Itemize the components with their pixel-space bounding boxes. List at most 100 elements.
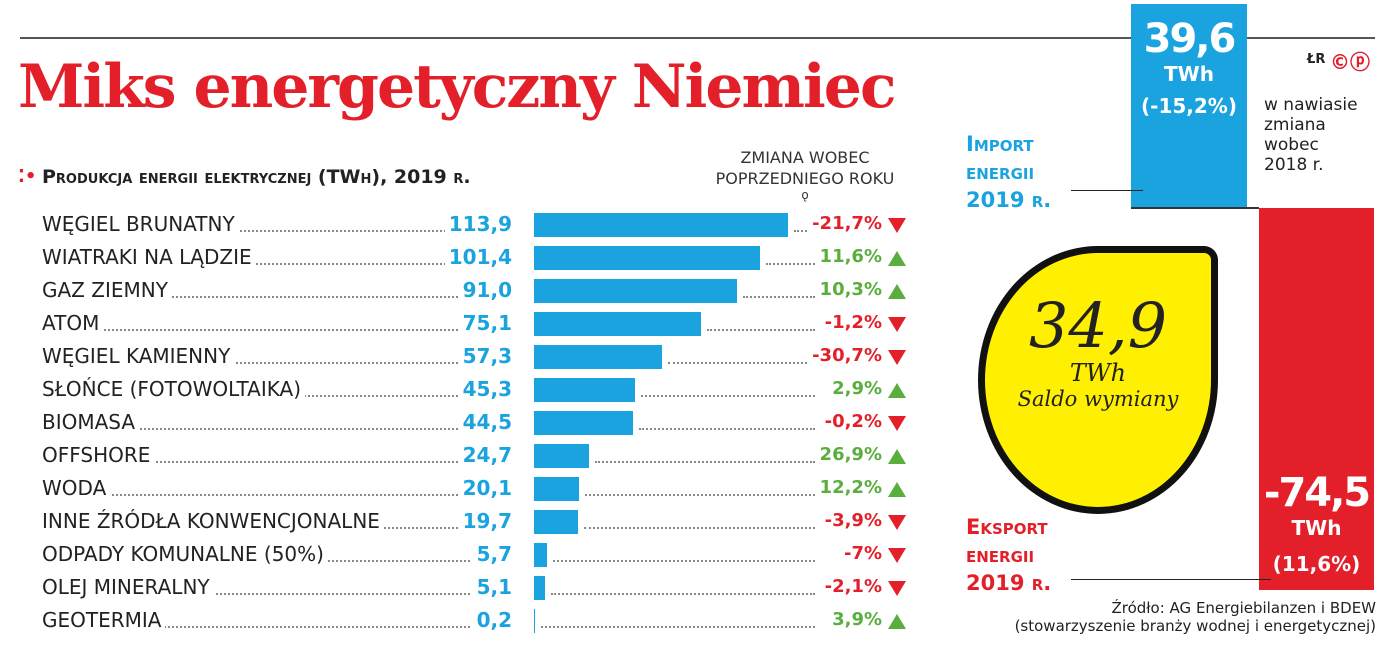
leader-dots-2 <box>742 296 815 298</box>
triangle-down-icon <box>888 515 906 530</box>
bar <box>534 543 547 567</box>
category-label: INNE ŹRÓDŁA KONWENCJONALNE <box>42 509 384 533</box>
triangle-down-icon <box>888 317 906 332</box>
note-line1: w nawiasie <box>1264 95 1358 115</box>
triangle-up-icon <box>888 284 906 299</box>
bar-row: WĘGIEL BRUNATNY 113,9 -21,7% <box>0 209 940 242</box>
bar-row: ODPADY KOMUNALNE (50%) 5,7 -7% <box>0 539 940 572</box>
value-label: 57,3 <box>458 344 512 368</box>
category-label: WIATRAKI NA LĄDZIE <box>42 245 256 269</box>
change-label: 2,9% <box>829 378 882 399</box>
leader-dots-2 <box>667 362 815 364</box>
bar <box>534 477 579 501</box>
category-label: WĘGIEL BRUNATNY <box>42 212 239 236</box>
change-header-line1: ZMIANA WOBEC <box>740 148 870 167</box>
bar <box>534 378 636 402</box>
source-line1: Źródło: AG Energiebilanzen i BDEW <box>1111 599 1376 617</box>
bar-row: WODA 20,1 12,2% <box>0 473 940 506</box>
import-label: Import energii 2019 r. <box>966 130 1051 214</box>
leader-dots <box>100 296 470 298</box>
bar-row: BIOMASA 44,5 -0,2% <box>0 407 940 440</box>
leader-dots <box>100 626 470 628</box>
value-label: 44,5 <box>458 410 512 434</box>
balance-value: 34,9 <box>1028 289 1168 362</box>
category-label: WĘGIEL KAMIENNY <box>42 344 235 368</box>
bar <box>534 609 535 633</box>
credits: ŁR <box>1307 52 1326 67</box>
category-label: OFFSHORE <box>42 443 155 467</box>
bar <box>534 213 788 237</box>
bar-row: ATOM 75,1 -1,2% <box>0 308 940 341</box>
note-line3: wobec <box>1264 135 1319 155</box>
value-label: 91,0 <box>458 278 512 302</box>
chart-subtitle: Produkcja energii elektrycznej (TWh), 20… <box>42 166 471 188</box>
leader-dots-2 <box>595 461 815 463</box>
value-label: 5,7 <box>472 542 512 566</box>
change-label: 12,2% <box>816 477 882 498</box>
leader-dots <box>100 362 470 364</box>
import-change: (-15,2%) <box>1141 94 1237 118</box>
bar <box>534 444 590 468</box>
note-line2: zmiana <box>1264 115 1326 135</box>
bar <box>534 312 702 336</box>
value-label: 24,7 <box>458 443 512 467</box>
balance-circle: 34,9 TWh Saldo wymiany <box>978 246 1218 514</box>
bar <box>534 345 662 369</box>
triangle-down-icon <box>888 350 906 365</box>
export-unit: TWh <box>1291 516 1342 540</box>
triangle-up-icon <box>888 251 906 266</box>
change-header: ZMIANA WOBEC POPRZEDNIEGO ROKU ǫ <box>690 147 920 201</box>
change-label: -3,9% <box>821 510 882 531</box>
leader-dots-2 <box>766 263 815 265</box>
category-label: SŁOŃCE (FOTOWOLTAIKA) <box>42 377 306 401</box>
change-label: 11,6% <box>816 246 882 267</box>
leader-dots <box>100 263 470 265</box>
leader-dots-2 <box>707 329 815 331</box>
export-label-line3: 2019 r. <box>966 571 1052 595</box>
bar <box>534 510 578 534</box>
copyright-logo-icon: ©ⓟ <box>1330 50 1370 74</box>
leader-dots <box>100 428 470 430</box>
leader-dots-2 <box>552 560 815 562</box>
leader-dots-2 <box>583 527 815 529</box>
import-unit: TWh <box>1164 62 1214 86</box>
change-label: -21,7% <box>809 213 882 234</box>
leader-dots <box>100 593 470 595</box>
export-label: Eksport energii 2019 r. <box>966 513 1051 597</box>
value-label: 5,1 <box>472 575 512 599</box>
category-label: GEOTERMIA <box>42 608 166 632</box>
triangle-down-icon <box>888 548 906 563</box>
category-label: GAZ ZIEMNY <box>42 278 172 302</box>
category-label: OLEJ MINERALNY <box>42 575 214 599</box>
value-label: 101,4 <box>444 245 512 269</box>
bar-row: OFFSHORE 24,7 26,9% <box>0 440 940 473</box>
category-label: ODPADY KOMUNALNE (50%) <box>42 542 328 566</box>
change-label: 3,9% <box>829 609 882 630</box>
leader-dots-2 <box>641 395 815 397</box>
change-label: -1,2% <box>821 312 882 333</box>
bar-row: INNE ŹRÓDŁA KONWENCJONALNE 19,7 -3,9% <box>0 506 940 539</box>
value-label: 20,1 <box>458 476 512 500</box>
leader-dots <box>100 329 470 331</box>
value-label: 75,1 <box>458 311 512 335</box>
import-label-line1: Import <box>966 132 1034 156</box>
export-label-line2: energii <box>966 543 1035 567</box>
value-label: 0,2 <box>472 608 512 632</box>
leader-dots-2 <box>551 593 815 595</box>
leader-dots-2 <box>639 428 815 430</box>
value-label: 45,3 <box>458 377 512 401</box>
category-label: ATOM <box>42 311 104 335</box>
change-header-line2: POPRZEDNIEGO ROKU <box>715 169 895 188</box>
triangle-down-icon <box>888 416 906 431</box>
import-label-line3: 2019 r. <box>966 188 1052 212</box>
change-label: -0,2% <box>821 411 882 432</box>
triangle-down-icon <box>888 218 906 233</box>
note: w nawiasie zmiana wobec 2018 r. <box>1264 95 1358 175</box>
export-label-line1: Eksport <box>966 515 1048 539</box>
balance-label: Saldo wymiany <box>1017 387 1179 411</box>
value-label: 19,7 <box>458 509 512 533</box>
pointer-icon: ǫ <box>801 188 809 202</box>
bar-row: WĘGIEL KAMIENNY 57,3 -30,7% <box>0 341 940 374</box>
leader-dots-2 <box>584 494 815 496</box>
bar-row: WIATRAKI NA LĄDZIE 101,4 11,6% <box>0 242 940 275</box>
